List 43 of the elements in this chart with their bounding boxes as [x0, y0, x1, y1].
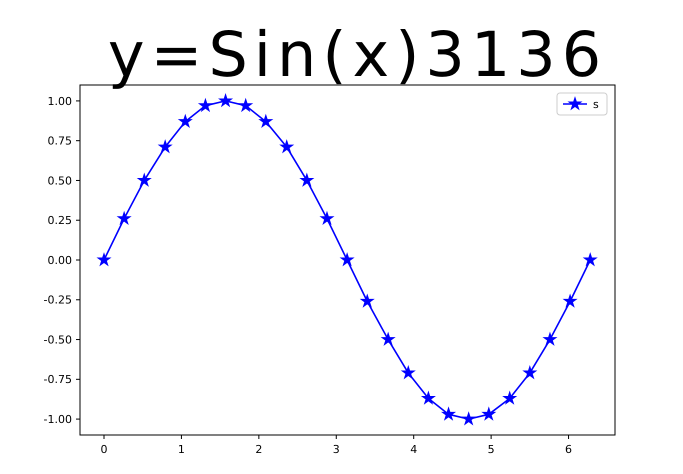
y-tick-label: 0.25: [48, 214, 72, 228]
point: [96, 252, 112, 266]
x-tick-label: 6: [565, 443, 572, 456]
y-tick-label: 1.00: [48, 94, 72, 108]
y-tick-label: 0.00: [48, 254, 72, 267]
y-tick-label: -0.50: [44, 333, 72, 346]
x-tick-label: 5: [488, 443, 495, 456]
point: [502, 390, 518, 405]
point: [258, 114, 274, 128]
point: [562, 293, 578, 308]
point: [218, 93, 234, 108]
point: [238, 98, 254, 112]
y-tick-label: -1.00: [44, 412, 72, 426]
point: [420, 390, 436, 405]
point: [198, 98, 213, 112]
point: [319, 210, 334, 226]
y-tick-label: 0.50: [48, 174, 72, 188]
point: [582, 252, 598, 266]
x-tick-label: 4: [410, 443, 418, 456]
x-tick-label: 2: [255, 443, 262, 456]
point: [481, 406, 496, 421]
point: [158, 139, 173, 154]
point: [116, 210, 132, 226]
point: [279, 139, 294, 154]
x-tick-label: 3: [332, 443, 340, 456]
point: [178, 114, 193, 128]
point: [340, 252, 355, 266]
y-tick-label: 0.75: [48, 134, 72, 148]
point: [461, 411, 476, 426]
point: [299, 172, 314, 187]
x-tick-label: 0: [100, 443, 108, 456]
point: [400, 365, 416, 380]
point: [542, 332, 558, 346]
chart-title: y=Sin(x)3136: [108, 18, 608, 91]
legend-label: s: [593, 98, 599, 111]
point: [136, 172, 152, 187]
y-tick-label: -0.25: [44, 294, 72, 307]
x-tick-label: 1: [178, 443, 185, 456]
point: [522, 365, 538, 380]
point: [441, 406, 456, 421]
point: [380, 332, 396, 346]
point: [360, 293, 375, 308]
y-tick-label: -0.75: [44, 373, 72, 386]
